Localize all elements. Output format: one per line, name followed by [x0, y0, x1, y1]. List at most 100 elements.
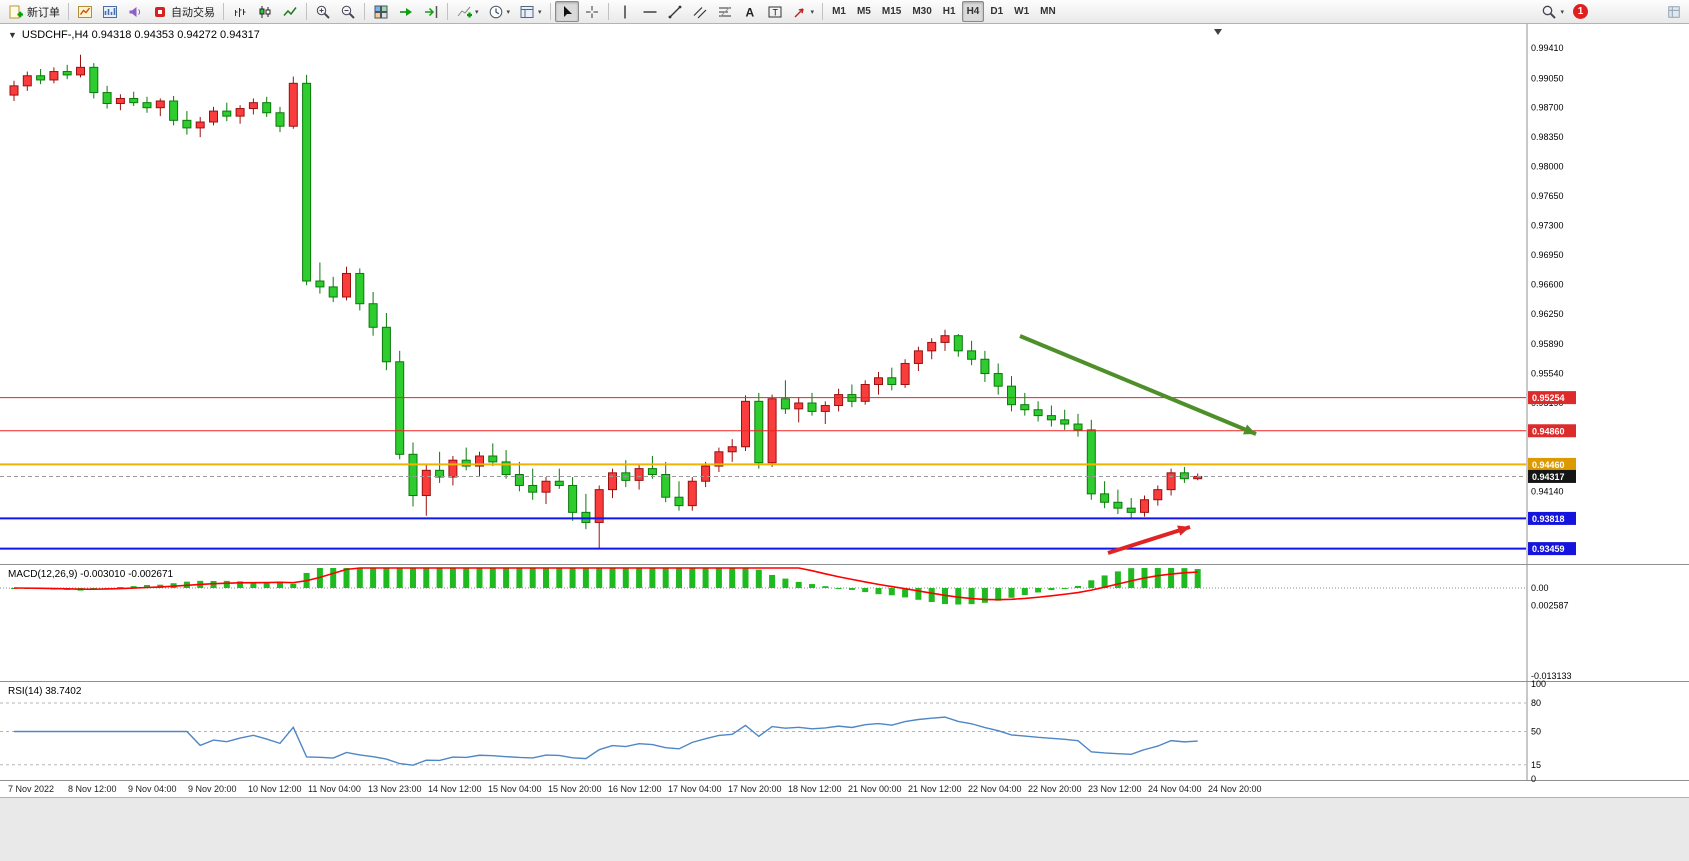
crosshair-icon: [585, 5, 598, 18]
auto-scroll-icon: [400, 7, 412, 16]
chart-canvas[interactable]: 0.99410 0.99050 0.98700 0.98350 0.98000 0.976…: [0, 24, 1689, 861]
tile-windows-button[interactable]: [369, 1, 393, 22]
horizontal-line-button[interactable]: [638, 1, 662, 22]
indicators-button[interactable]: ▾: [452, 1, 483, 22]
svg-text:100: 100: [1531, 679, 1546, 689]
period-icon: [489, 5, 502, 18]
crosshair-button[interactable]: [580, 1, 604, 22]
svg-text:0.99050: 0.99050: [1531, 73, 1564, 83]
svg-text:11 Nov 04:00: 11 Nov 04:00: [308, 784, 361, 794]
svg-text:0.94140: 0.94140: [1531, 486, 1564, 496]
vertical-line-button[interactable]: [613, 1, 637, 22]
chart-window: 0.99410 0.99050 0.98700 0.98350 0.98000 0.976…: [0, 24, 1689, 861]
chart-collapse-icon[interactable]: ▼: [8, 30, 17, 40]
zoom-in-button[interactable]: [311, 1, 335, 22]
search-button[interactable]: ▾: [1537, 1, 1568, 22]
channel-button[interactable]: [688, 1, 712, 22]
timeframe-button-d1[interactable]: D1: [990, 6, 1004, 17]
chart-title-bar: ▼ USDCHF-,H4 0.94318 0.94353 0.94272 0.9…: [8, 29, 260, 41]
toolbar-customize-icon: [1668, 5, 1680, 18]
separator: [306, 3, 307, 20]
alerts-icon: [129, 6, 141, 17]
arrows-tool-icon: [794, 7, 804, 17]
label-icon: T: [768, 6, 782, 17]
notification-badge: 1: [1573, 4, 1588, 19]
toolbar-customize-button[interactable]: [1663, 1, 1685, 22]
indicators-icon: [457, 6, 472, 17]
separator: [549, 3, 551, 20]
charts-window-button[interactable]: [73, 1, 97, 22]
chart-shift-icon: [425, 5, 438, 18]
line-chart-icon: [283, 6, 297, 16]
separator: [607, 3, 609, 20]
notification-button[interactable]: 1: [1569, 1, 1592, 22]
timeframe-button-m5[interactable]: M5: [856, 6, 871, 17]
status-bar: [0, 797, 1689, 861]
timeframe-button-m30[interactable]: M30: [912, 6, 932, 17]
svg-text:T: T: [772, 7, 778, 17]
horizontal-line-icon: [643, 10, 657, 13]
timeframe-button-mn[interactable]: MN: [1040, 6, 1056, 17]
vertical-line-icon: [623, 5, 626, 18]
channel-icon: [693, 6, 706, 18]
svg-text:80: 80: [1531, 698, 1541, 708]
svg-text:22 Nov 04:00: 22 Nov 04:00: [968, 784, 1022, 794]
macd-indicator-label: MACD(12,26,9) -0.003010 -0.002671: [8, 569, 174, 580]
text-icon: A: [745, 5, 754, 19]
alerts-button[interactable]: [123, 1, 147, 22]
zoom-out-button[interactable]: [336, 1, 360, 22]
main-toolbar: 新订单 自动交易 ▾ ▾: [0, 0, 1689, 24]
timeframe-group: M1 M5 M15 M30 H1 H4 D1 W1 MN: [827, 1, 1061, 22]
text-button[interactable]: A: [738, 1, 762, 22]
template-button[interactable]: ▾: [515, 1, 546, 22]
profiles-icon: [103, 5, 117, 18]
cursor-button[interactable]: [554, 1, 579, 22]
svg-text:23 Nov 12:00: 23 Nov 12:00: [1088, 784, 1142, 794]
period-button[interactable]: ▾: [484, 1, 515, 22]
timeframe-button-w1[interactable]: W1: [1014, 6, 1030, 17]
fibonacci-button[interactable]: [713, 1, 737, 22]
svg-text:A: A: [745, 5, 754, 19]
svg-text:0.95540: 0.95540: [1531, 369, 1564, 379]
fibonacci-icon: [718, 6, 731, 17]
svg-text:0.00: 0.00: [1531, 583, 1549, 593]
svg-text:9 Nov 20:00: 9 Nov 20:00: [188, 784, 237, 794]
svg-text:0.96250: 0.96250: [1531, 309, 1564, 319]
chart-shift-button[interactable]: [419, 1, 443, 22]
rsi-indicator-label: RSI(14) 38.7402: [8, 686, 82, 697]
svg-text:24 Nov 20:00: 24 Nov 20:00: [1208, 784, 1262, 794]
candlestick-button[interactable]: [253, 1, 277, 22]
auto-scroll-button[interactable]: [394, 1, 418, 22]
timeframe-button-m15[interactable]: M15: [881, 6, 902, 17]
svg-text:13 Nov 23:00: 13 Nov 23:00: [368, 784, 422, 794]
svg-text:9 Nov 04:00: 9 Nov 04:00: [128, 784, 177, 794]
zoom-in-icon: [316, 5, 330, 19]
trendline-button[interactable]: [663, 1, 687, 22]
arrows-tool-button[interactable]: ▾: [788, 1, 819, 22]
svg-text:0.93459: 0.93459: [1532, 544, 1565, 554]
timeframe-button-m1[interactable]: M1: [832, 6, 846, 17]
autotrading-button[interactable]: 自动交易: [148, 1, 219, 22]
svg-text:0.96600: 0.96600: [1531, 279, 1564, 289]
svg-text:21 Nov 12:00: 21 Nov 12:00: [908, 784, 962, 794]
timeframe-button-h4[interactable]: H4: [961, 1, 985, 22]
new-order-icon: [9, 5, 23, 18]
svg-text:0.98000: 0.98000: [1531, 162, 1564, 172]
autotrading-icon: [155, 6, 165, 17]
label-button[interactable]: T: [763, 1, 787, 22]
charts-window-icon: [78, 5, 92, 18]
profiles-button[interactable]: [98, 1, 122, 22]
line-chart-button[interactable]: [278, 1, 302, 22]
new-order-button[interactable]: 新订单: [4, 1, 64, 22]
bar-chart-button[interactable]: [228, 1, 252, 22]
search-icon: [1543, 5, 1557, 19]
svg-text:0.99410: 0.99410: [1531, 43, 1564, 53]
timeframe-button-h1[interactable]: H1: [942, 6, 956, 17]
separator: [364, 3, 365, 20]
separator: [223, 3, 224, 20]
svg-text:0: 0: [1531, 774, 1536, 784]
autotrading-label: 自动交易: [171, 6, 215, 19]
separator: [447, 3, 448, 20]
svg-text:15: 15: [1531, 760, 1541, 770]
separator: [68, 3, 69, 20]
